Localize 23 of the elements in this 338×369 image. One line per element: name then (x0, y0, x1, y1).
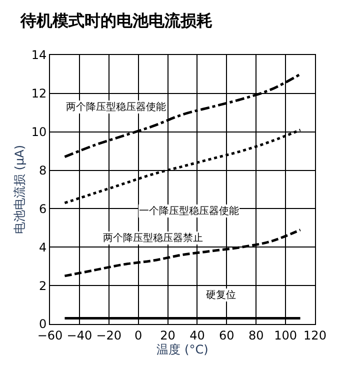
y-tick-label: 12 (31, 86, 47, 101)
series-label: 两个降压型稳压器使能 (66, 101, 166, 113)
y-tick-label: 2 (38, 278, 47, 293)
x-tick-label: 120 (304, 328, 326, 342)
x-tick-label: 60 (219, 328, 234, 342)
y-tick-label: 14 (31, 48, 47, 62)
y-tick-label: 10 (31, 125, 47, 140)
chart-title: 待机模式时的电池电流损耗 (19, 10, 212, 30)
x-tick-label: −20 (96, 328, 122, 342)
text: 一个降压型稳压器使能 (139, 205, 239, 217)
x-tick-label: 40 (190, 328, 205, 342)
series-label: 硬复位 (206, 289, 236, 301)
x-axis-title: 温度 (°C) (156, 342, 208, 356)
y-tick-label: 8 (38, 163, 47, 178)
y-tick-label: 4 (38, 240, 47, 254)
x-tick-label: −40 (66, 328, 92, 342)
x-tick-label: 80 (248, 328, 264, 342)
x-tick-label: 100 (274, 328, 298, 342)
y-axis-title: 电池电流损 (μA) (12, 144, 27, 234)
series-label: 两个降压型稳压器禁止 (103, 232, 203, 244)
x-tick-label: 0 (134, 328, 142, 342)
x-tick-label: 20 (160, 328, 176, 342)
y-tick-label: 6 (38, 202, 47, 216)
